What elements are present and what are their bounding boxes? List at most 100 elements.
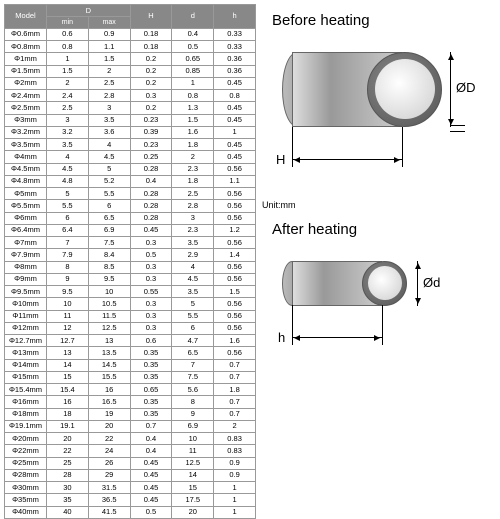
table-cell: 12 — [47, 322, 89, 334]
header-d-max: max — [88, 17, 130, 29]
table-cell: 0.65 — [172, 53, 214, 65]
table-cell: 5 — [172, 298, 214, 310]
table-cell: Φ15mm — [5, 371, 47, 383]
table-cell: 5 — [88, 163, 130, 175]
table-cell: 4.5 — [88, 151, 130, 163]
table-row: Φ14mm1414.50.3570.7 — [5, 359, 256, 371]
table-cell: 0.6 — [130, 335, 172, 347]
table-cell: 1.2 — [214, 224, 256, 236]
table-cell: 10 — [172, 433, 214, 445]
table-cell: 0.7 — [214, 359, 256, 371]
table-cell: Φ20mm — [5, 433, 47, 445]
table-cell: 0.3 — [130, 322, 172, 334]
table-cell: 0.2 — [130, 102, 172, 114]
table-cell: 2.8 — [172, 200, 214, 212]
table-row: Φ15.4mm15.4160.655.61.8 — [5, 384, 256, 396]
table-row: Φ3mm33.50.231.50.45 — [5, 114, 256, 126]
table-cell: 10.5 — [88, 298, 130, 310]
table-row: Φ28mm28290.45140.9 — [5, 469, 256, 481]
table-cell: 3.5 — [88, 114, 130, 126]
table-cell: Φ7mm — [5, 237, 47, 249]
table-cell: 0.55 — [130, 286, 172, 298]
table-cell: Φ22mm — [5, 445, 47, 457]
label-length-after: h — [278, 330, 285, 345]
table-cell: 3 — [172, 212, 214, 224]
table-cell: 1 — [172, 77, 214, 89]
table-row: Φ22mm22240.4110.83 — [5, 445, 256, 457]
table-row: Φ6mm66.50.2830.56 — [5, 212, 256, 224]
table-cell: 0.45 — [214, 114, 256, 126]
table-cell: 12.7 — [47, 335, 89, 347]
table-cell: 1 — [214, 482, 256, 494]
table-cell: 35 — [47, 494, 89, 506]
table-body: Φ0.6mm0.60.90.180.40.33Φ0.8mm0.81.10.180… — [5, 28, 256, 518]
table-cell: 26 — [88, 457, 130, 469]
table-cell: 0.56 — [214, 237, 256, 249]
table-cell: 0.2 — [130, 53, 172, 65]
table-row: Φ13mm1313.50.356.50.56 — [5, 347, 256, 359]
table-cell: 0.56 — [214, 347, 256, 359]
table-cell: 0.3 — [130, 310, 172, 322]
header-d-min: min — [47, 17, 89, 29]
table-cell: 6.9 — [172, 420, 214, 432]
table-cell: 0.56 — [214, 261, 256, 273]
table-cell: 7 — [47, 237, 89, 249]
table-cell: 4 — [88, 139, 130, 151]
dimension-length: H — [292, 135, 402, 175]
before-section: Before heating ØD H — [264, 12, 496, 217]
table-cell: 13.5 — [88, 347, 130, 359]
table-cell: 16 — [88, 384, 130, 396]
table-cell: Φ19.1mm — [5, 420, 47, 432]
table-cell: Φ25mm — [5, 457, 47, 469]
table-cell: 0.8 — [214, 90, 256, 102]
table-cell: Φ5.5mm — [5, 200, 47, 212]
table-cell: 3.5 — [172, 237, 214, 249]
table-cell: 5.5 — [172, 310, 214, 322]
table-cell: 1.8 — [172, 139, 214, 151]
table-cell: 1.3 — [172, 102, 214, 114]
table-cell: 1.8 — [172, 175, 214, 187]
table-cell: 7.5 — [88, 237, 130, 249]
table-row: Φ3.2mm3.23.60.391.61 — [5, 126, 256, 138]
table-cell: 20 — [47, 433, 89, 445]
table-cell: Φ1mm — [5, 53, 47, 65]
table-cell: 40 — [47, 506, 89, 518]
table-cell: 15 — [172, 482, 214, 494]
table-cell: 0.3 — [130, 90, 172, 102]
table-cell: 1.5 — [88, 53, 130, 65]
table-cell: 6.4 — [47, 224, 89, 236]
table-cell: 1.5 — [47, 65, 89, 77]
table-cell: 4.8 — [47, 175, 89, 187]
table-cell: Φ13mm — [5, 347, 47, 359]
table-cell: 0.56 — [214, 163, 256, 175]
table-row: Φ30mm3031.50.45151 — [5, 482, 256, 494]
table-cell: 0.56 — [214, 273, 256, 285]
table-cell: 0.65 — [130, 384, 172, 396]
table-cell: 24 — [88, 445, 130, 457]
table-cell: 0.35 — [130, 371, 172, 383]
table-cell: 4.7 — [172, 335, 214, 347]
table-cell: Φ3mm — [5, 114, 47, 126]
table-cell: 1.5 — [214, 286, 256, 298]
table-cell: 0.35 — [130, 347, 172, 359]
table-row: Φ7mm77.50.33.50.56 — [5, 237, 256, 249]
table-cell: 6.5 — [172, 347, 214, 359]
table-cell: 6 — [47, 212, 89, 224]
table-row: Φ7.9mm7.98.40.52.91.4 — [5, 249, 256, 261]
table-cell: 0.35 — [130, 359, 172, 371]
table-cell: 0.36 — [214, 65, 256, 77]
after-title: After heating — [272, 221, 496, 238]
table-cell: 1 — [214, 506, 256, 518]
table-cell: 20 — [88, 420, 130, 432]
table-cell: Φ6.4mm — [5, 224, 47, 236]
table-cell: 5 — [47, 188, 89, 200]
table-cell: Φ28mm — [5, 469, 47, 481]
table-row: Φ5.5mm5.560.282.80.56 — [5, 200, 256, 212]
table-cell: 0.33 — [214, 28, 256, 40]
table-cell: 0.45 — [214, 151, 256, 163]
table-cell: 0.83 — [214, 445, 256, 457]
table-cell: Φ5mm — [5, 188, 47, 200]
table-cell: 2.3 — [172, 224, 214, 236]
table-cell: 4 — [172, 261, 214, 273]
table-cell: 0.85 — [172, 65, 214, 77]
